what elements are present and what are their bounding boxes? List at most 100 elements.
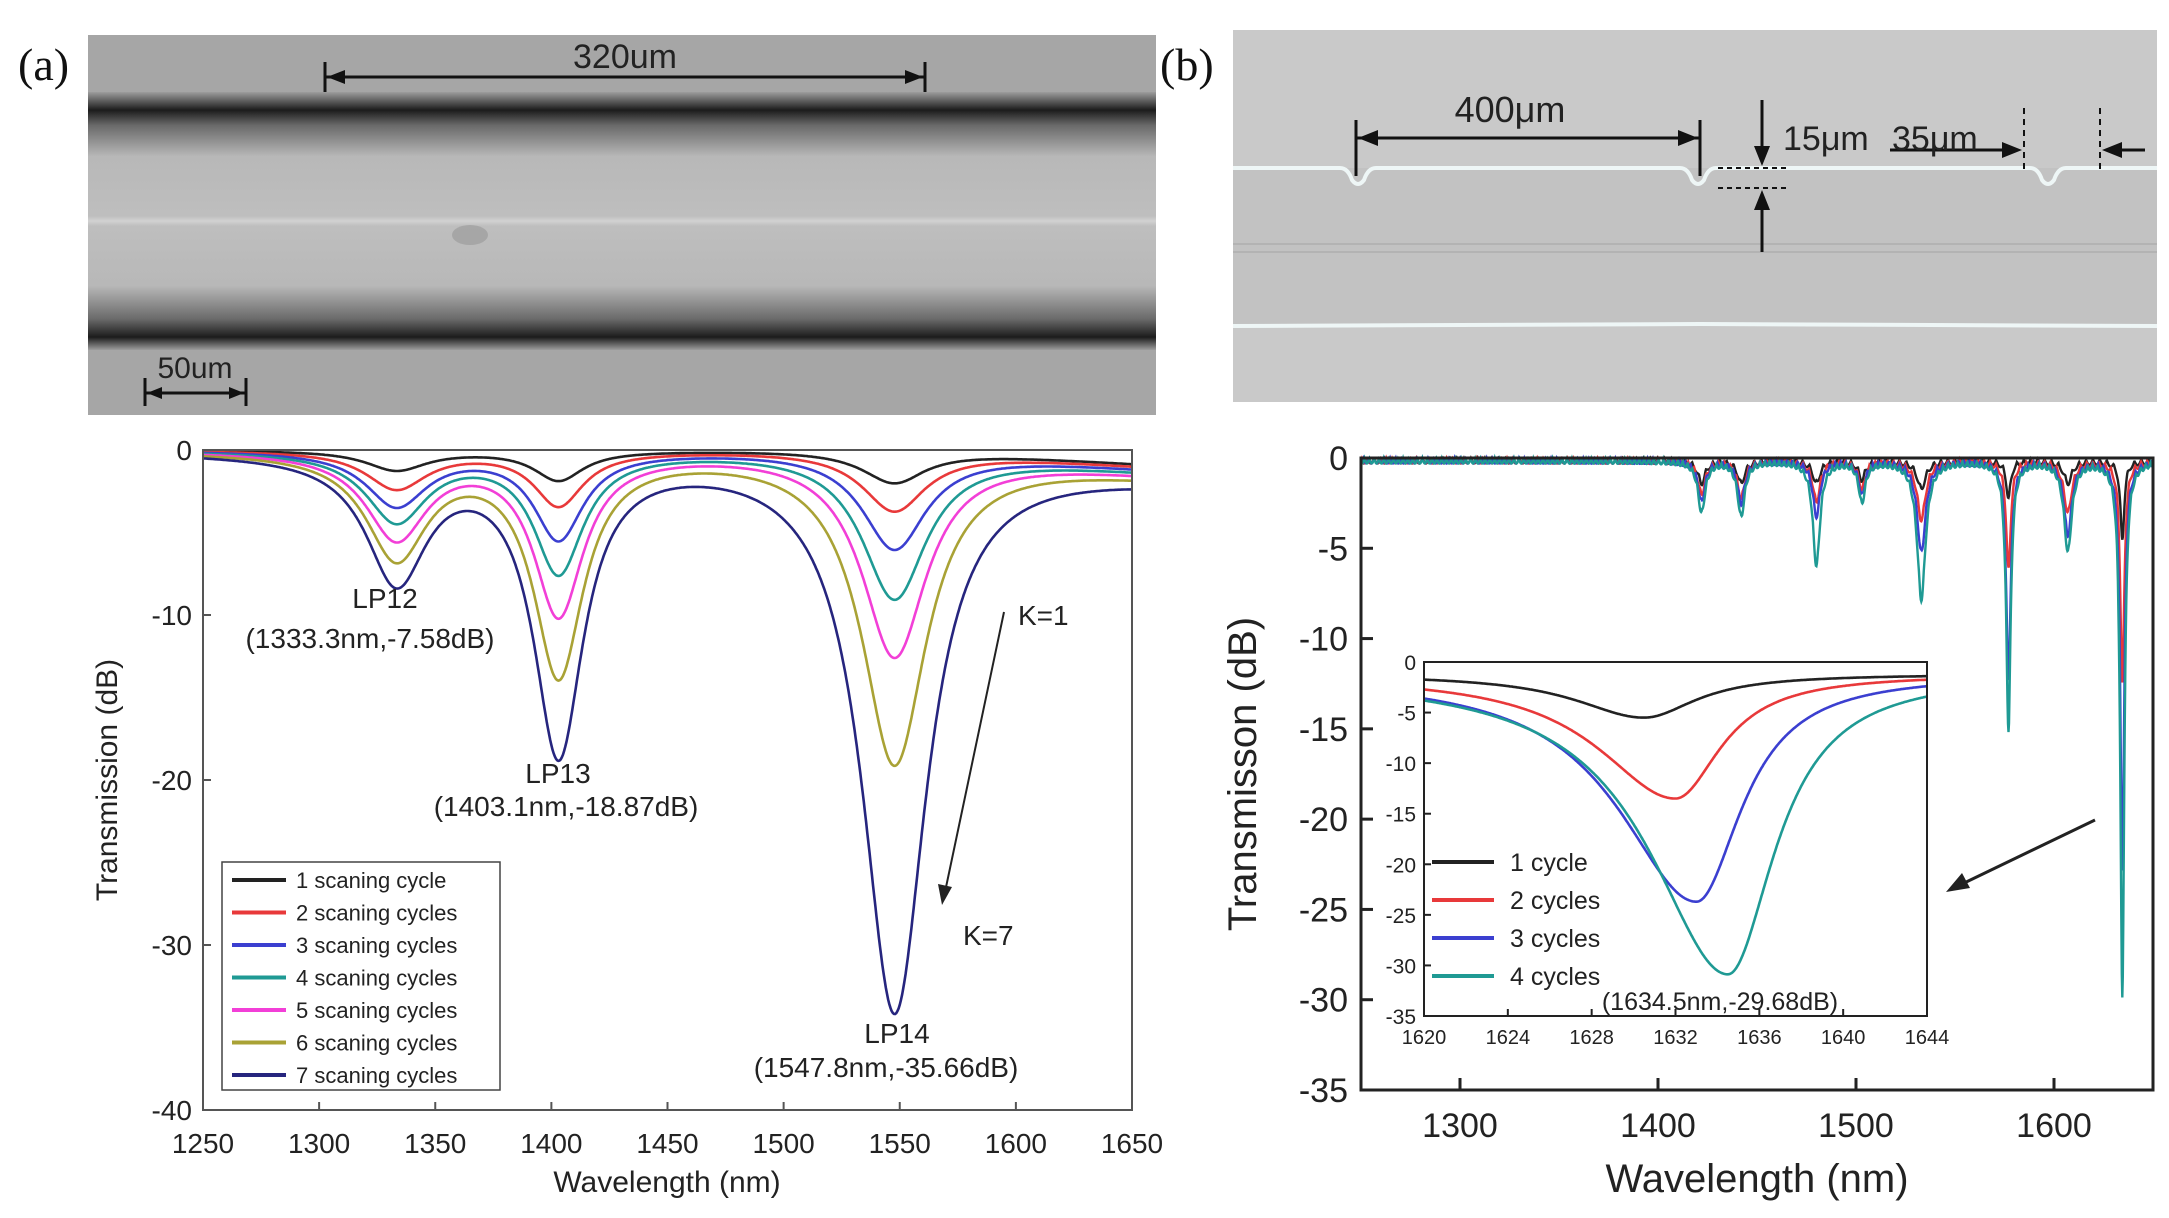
scale-50-label: 50um [157, 352, 232, 385]
chart-a-xtick-label: 1350 [404, 1128, 466, 1159]
chart-a-series-1 [203, 449, 1132, 485]
chart-a-legend-label: 5 scaning cycles [296, 998, 457, 1023]
chart-b-series-2 [1359, 454, 2155, 683]
chart-a-k-arrow-head [938, 884, 952, 905]
chart-b-xlabel: Wavelength (nm) [1605, 1157, 1908, 1201]
panel-a-label: (a) [18, 39, 69, 90]
scale-50-arrow-left [147, 387, 162, 399]
micrograph-a-spot [452, 225, 488, 245]
chart-b-ytick-label: -25 [1299, 891, 1348, 929]
chart-b-ytick-label: -20 [1299, 801, 1348, 839]
dim-400-arrow-left [1358, 130, 1378, 146]
chart-a-legend-label: 3 scaning cycles [296, 933, 457, 958]
chart-b-inset-arrow-head [1946, 873, 1970, 892]
chart-a-xtick-label: 1250 [172, 1128, 234, 1159]
chart-a-xtick-label: 1400 [520, 1128, 582, 1159]
chart-a-xlabel: Wavelength (nm) [553, 1166, 780, 1199]
inset-series-2 [1423, 678, 1928, 800]
chart-b-xtick-label: 1300 [1422, 1107, 1498, 1145]
chart-b: 1300 1400 1500 1600 0 -5 -10 -15 -20 -25 -30 -35 Wa… [1221, 440, 2155, 1201]
chart-a-xtick-label: 1450 [636, 1128, 698, 1159]
chart-b-ytick-label: 0 [1329, 440, 1348, 478]
inset-ytick-label: 0 [1404, 652, 1416, 675]
dim-15-label: 15μm [1783, 120, 1869, 158]
chart-a-ticks: 1250 1300 1350 1400 1450 1500 1550 1600 1650 0 -10… [152, 435, 1164, 1159]
micrograph-a-fiber [88, 92, 1156, 350]
inset-ytick-label: -20 [1386, 854, 1416, 877]
chart-a: 1250 1300 1350 1400 1450 1500 1550 1600 1650 0 -10… [91, 435, 1163, 1199]
ann-k1: K=1 [1018, 600, 1069, 631]
chart-a-ylabel: Transmission (dB) [91, 659, 124, 901]
chart-a-series-4 [203, 452, 1133, 602]
inset-legend-label: 2 cycles [1510, 887, 1600, 915]
chart-a-legend-label: 1 scaning cycle [296, 868, 446, 893]
chart-b-series-4 [1359, 453, 2154, 998]
chart-b-xtick-label: 1500 [1818, 1107, 1894, 1145]
micrograph-a: 320um 50um [88, 35, 1156, 415]
chart-a-series-2 [202, 450, 1132, 513]
scale-320-label: 320um [573, 38, 677, 76]
chart-a-legend-label: 2 scaning cycles [296, 901, 457, 926]
chart-a-series-5 [203, 453, 1132, 660]
inset-ytick-label: -35 [1386, 1006, 1416, 1029]
chart-b-inset-arrow-line [1959, 818, 2096, 887]
chart-a-ytick-label: -20 [152, 765, 192, 796]
panel-b-label: (b) [1160, 39, 1214, 90]
chart-a-ytick-label: -40 [152, 1095, 192, 1126]
ann-k7: K=7 [963, 920, 1014, 951]
scale-320-arrow-right [905, 70, 923, 84]
dim-15-arrow-top [1754, 146, 1770, 166]
micrograph-b-fiber [1233, 168, 2157, 326]
dim-400-arrow-right [1678, 130, 1698, 146]
inset-legend: 1 cycle 2 cycles 3 cycles 4 cycles [1432, 849, 1600, 991]
ann-lp14-value: (1547.8nm,-35.66dB) [754, 1052, 1019, 1083]
chart-b-xtick-label: 1400 [1620, 1107, 1696, 1145]
chart-b-ytick-label: -10 [1299, 621, 1348, 659]
ann-lp13-value: (1403.1nm,-18.87dB) [434, 791, 699, 822]
chart-a-legend-entries: 1 scaning cycle 2 scaning cycles 3 scaning… [232, 868, 457, 1088]
ann-lp12-label: LP12 [352, 583, 417, 614]
inset-xtick-label: 1632 [1653, 1027, 1698, 1049]
inset-ytick-label: -5 [1397, 703, 1416, 726]
inset-legend-label: 1 cycle [1510, 849, 1588, 877]
chart-a-xtick-label: 1500 [752, 1128, 814, 1159]
inset-xtick-label: 1640 [1821, 1027, 1866, 1049]
ann-lp13-label: LP13 [525, 758, 590, 789]
chart-b-ytick-label: -35 [1299, 1072, 1348, 1110]
chart-b-ytick-label: -30 [1299, 982, 1348, 1020]
inset-xtick-label: 1636 [1737, 1027, 1782, 1049]
chart-b-ticks: 1300 1400 1500 1600 0 -5 -10 -15 -20 -25 -30 -35 [1299, 440, 2092, 1145]
chart-a-xtick-label: 1650 [1101, 1128, 1163, 1159]
scale-50-arrow-right [229, 387, 244, 399]
chart-a-xtick-label: 1300 [288, 1128, 350, 1159]
inset-series-1 [1423, 674, 1927, 719]
chart-a-series-3 [203, 451, 1132, 552]
chart-b-frame [1359, 456, 2155, 1092]
chart-b-series-1 [1359, 454, 2154, 540]
chart-a-xtick-label: 1550 [869, 1128, 931, 1159]
chart-b-ylabel: Transmisson (dB) [1221, 617, 1265, 931]
inset-xtick-label: 1644 [1905, 1027, 1950, 1049]
ann-lp12-value: (1333.3nm,-7.58dB) [245, 623, 494, 654]
chart-a-series [202, 449, 1133, 1016]
micrograph-b: 400μm 15μm 35μm [1232, 30, 2158, 402]
inset-xtick-label: 1620 [1402, 1027, 1447, 1049]
inset-ytick-label: -10 [1386, 753, 1416, 776]
chart-a-legend-label: 6 scaning cycles [296, 1031, 457, 1056]
chart-b-series [1359, 453, 2155, 998]
chart-a-ytick-label: -30 [152, 930, 192, 961]
scale-320-arrow-left [327, 70, 345, 84]
dim-400-label: 400μm [1455, 89, 1566, 130]
dim-35-arrow-right [2102, 142, 2122, 158]
inset-legend-label: 3 cycles [1510, 925, 1600, 953]
inset-ytick-label: -15 [1386, 804, 1416, 827]
inset-xtick-label: 1628 [1569, 1027, 1614, 1049]
inset-background [1385, 656, 1932, 1031]
inset-legend-label: 4 cycles [1510, 963, 1600, 991]
chart-b-ytick-label: -5 [1318, 530, 1348, 568]
ann-lp14-label: LP14 [864, 1018, 929, 1049]
chart-b-ytick-label: -15 [1299, 711, 1348, 749]
dim-35-arrow-left [2002, 142, 2022, 158]
chart-b-xtick-label: 1600 [2016, 1107, 2092, 1145]
